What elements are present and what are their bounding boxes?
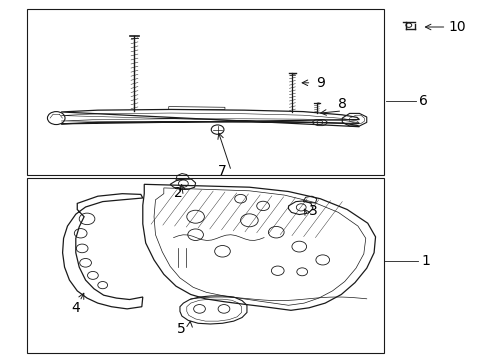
Text: 9: 9 [315,76,324,90]
Text: 6: 6 [418,94,427,108]
Bar [27,178,383,353]
Text: 1: 1 [420,254,429,268]
Text: 4: 4 [71,301,80,315]
Text: 3: 3 [308,204,317,217]
Text: 5: 5 [176,323,185,336]
Text: 2: 2 [174,186,183,199]
Text: 7: 7 [218,164,226,178]
Text: 10: 10 [447,20,465,34]
Bar [27,9,383,175]
Text: 8: 8 [337,98,346,111]
